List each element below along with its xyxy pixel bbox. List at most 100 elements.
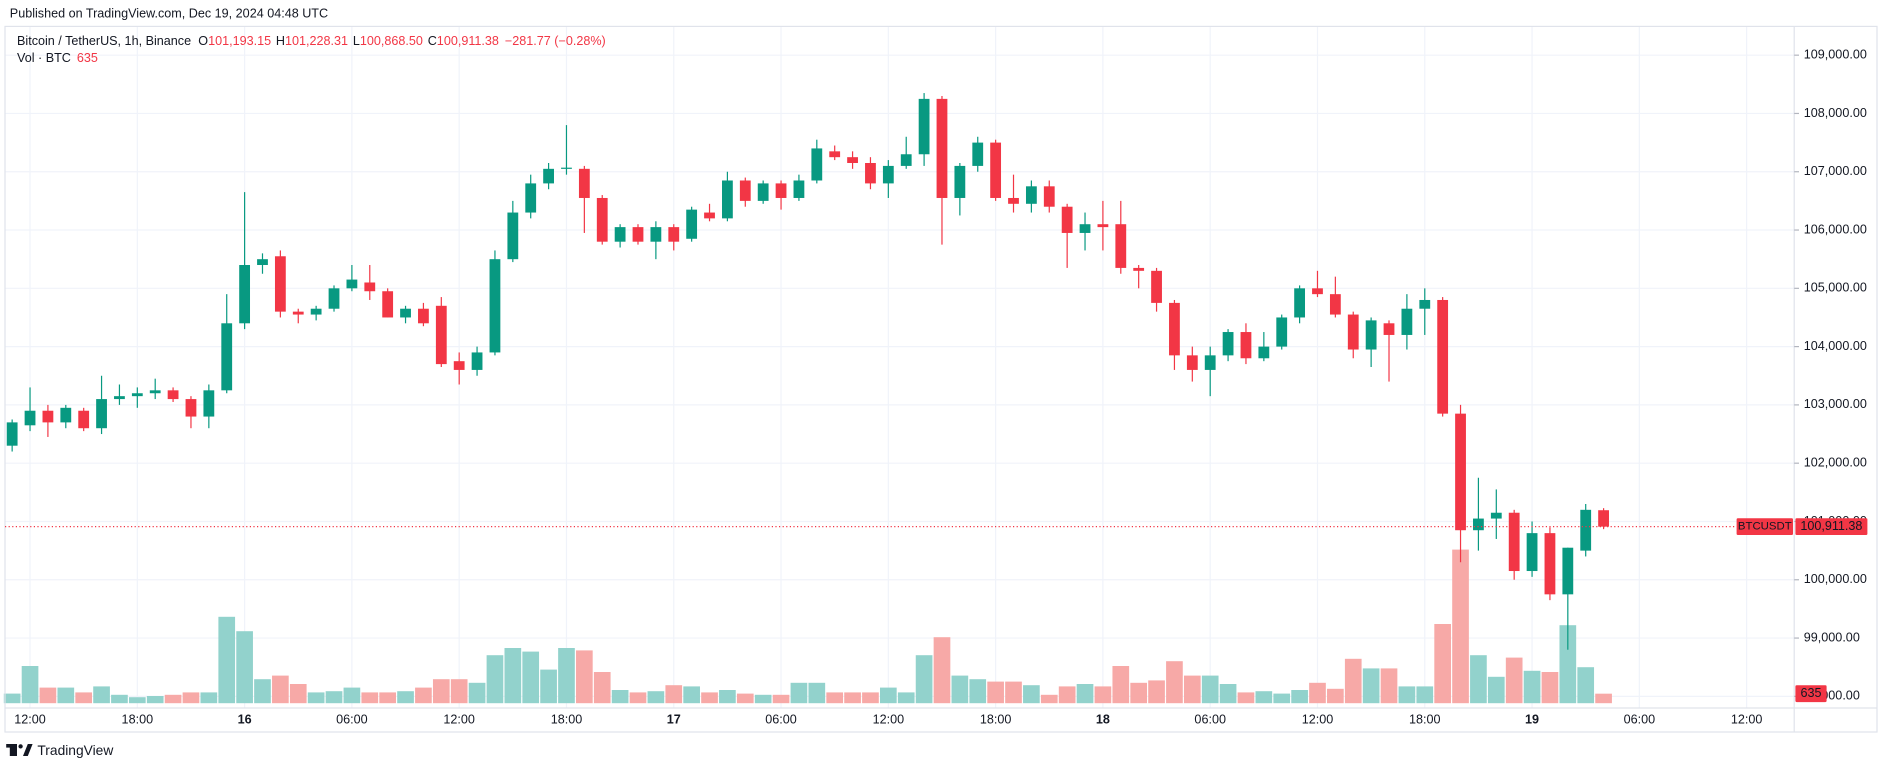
published-note: Published on TradingView.com, Dec 19, 20…: [10, 7, 328, 21]
legend-change: −281.77 (−0.28%): [505, 34, 606, 48]
candle-body: [561, 167, 572, 169]
volume-bar: [1201, 675, 1219, 704]
volume-tag-label: 635: [1800, 686, 1821, 700]
volume-pane: [3, 549, 1612, 704]
candle-body: [221, 323, 233, 391]
candle-body: [1294, 288, 1306, 318]
candle-body: [1025, 186, 1037, 204]
candle-body: [1312, 288, 1323, 295]
candle-body: [489, 259, 501, 353]
grid: [4, 26, 1795, 708]
candle-body: [1043, 186, 1055, 207]
volume-bar: [897, 692, 915, 704]
x-tick-label: 06:00: [1624, 712, 1656, 726]
volume-bar: [307, 692, 325, 704]
x-tick-label: 06:00: [336, 712, 368, 726]
volume-bar: [1398, 686, 1416, 704]
candle-body: [6, 422, 18, 446]
volume-bar: [754, 694, 772, 704]
volume-bar: [325, 691, 343, 704]
candle-body: [1276, 317, 1288, 347]
x-tick-label: 19: [1525, 712, 1539, 726]
y-tick-label: 104,000.00: [1804, 339, 1867, 353]
volume-bar: [218, 616, 236, 704]
volume-bar: [1219, 684, 1237, 704]
candle-body: [1133, 267, 1145, 271]
volume-bar: [1470, 655, 1487, 704]
candle-body: [954, 165, 966, 198]
legend-key: C: [428, 34, 437, 48]
volume-bar: [1058, 686, 1076, 704]
volume-bar: [969, 679, 987, 704]
volume-bar: [1166, 661, 1183, 704]
volume-bar: [665, 685, 683, 704]
volume-bar: [379, 692, 396, 704]
candle-body: [1061, 206, 1073, 233]
x-tick-label: 12:00: [1731, 712, 1763, 726]
candle-body: [704, 212, 715, 219]
candle-body: [1204, 355, 1216, 370]
y-tick-label: 107,000.00: [1804, 164, 1867, 178]
volume-bar: [736, 693, 754, 704]
candle-body: [257, 259, 268, 266]
candle-body: [1526, 533, 1538, 572]
candle-body: [739, 180, 751, 201]
volume-bar: [254, 679, 271, 704]
candle-body: [668, 227, 680, 242]
volume-bar: [111, 694, 128, 704]
candle-body: [382, 291, 394, 318]
volume-bar: [1094, 686, 1112, 704]
volume-bar: [862, 692, 879, 704]
axes: 98,000.0099,000.00100,000.00101,000.0010…: [4, 47, 1868, 726]
candle-body: [882, 165, 894, 184]
volume-bar: [1416, 686, 1434, 704]
legend-line: Bitcoin / TetherUS, 1h, Binance O101,193.…: [17, 34, 606, 48]
volume-bar: [522, 651, 540, 704]
candles: [6, 93, 1609, 650]
volume-bar: [289, 684, 307, 704]
x-tick-label: 18:00: [551, 712, 583, 726]
legend-value: 101,228.31: [285, 34, 348, 48]
candle-body: [990, 142, 1002, 198]
candle-body: [418, 308, 429, 324]
volume-bar: [415, 687, 432, 704]
volume-bar: [93, 686, 110, 704]
y-tick-label: 99,000.00: [1804, 630, 1860, 644]
x-tick-label: 12:00: [443, 712, 475, 726]
candle-body: [936, 98, 948, 198]
candle-body: [543, 168, 554, 184]
volume-bar: [1523, 670, 1541, 704]
candle-body: [829, 151, 841, 158]
volume-bar: [486, 655, 504, 704]
volume-bar: [1023, 685, 1040, 704]
candle-body: [1598, 510, 1609, 527]
volume-bar: [1273, 693, 1291, 704]
candle-body: [900, 154, 912, 166]
candle-body: [811, 148, 823, 181]
candle-body: [346, 279, 358, 289]
candle-body: [131, 393, 143, 397]
volume-bar: [1327, 688, 1344, 704]
volume-bar: [272, 675, 289, 704]
volume-bar: [790, 682, 808, 704]
volume-bar: [57, 687, 75, 704]
candle-body: [793, 180, 805, 198]
volume-bar: [540, 669, 557, 704]
candle-body: [471, 352, 483, 370]
volume-bar: [826, 692, 844, 704]
volume-bar: [683, 686, 700, 704]
candle-body: [239, 265, 251, 324]
volume-bar: [1505, 657, 1523, 704]
volume-bar: [915, 655, 933, 704]
volume-bar: [432, 679, 450, 704]
legend-value: 101,193.15: [208, 34, 271, 48]
y-tick-label: 109,000.00: [1804, 47, 1867, 61]
volume-bar: [397, 691, 414, 704]
legend-value: 100,868.50: [360, 34, 423, 48]
candle-body: [149, 390, 161, 394]
volume-bar: [200, 692, 218, 704]
candle-body: [78, 410, 90, 429]
volume-bar: [1130, 682, 1148, 704]
footer-logo: [6, 744, 33, 756]
